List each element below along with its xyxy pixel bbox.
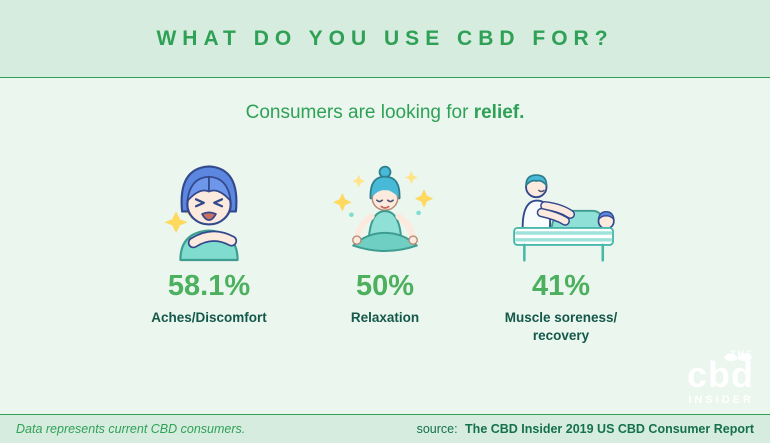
aches-person-icon: [121, 150, 297, 262]
mustache-icon: [724, 353, 752, 362]
stat-label: Muscle soreness/ recovery: [504, 310, 618, 344]
logo-insider: INSIDER: [688, 394, 754, 406]
footer-source: source: The CBD Insider 2019 US CBD Cons…: [417, 422, 754, 436]
stat-aches: 58.1% Aches/Discomfort: [121, 150, 297, 345]
source-text: The CBD Insider 2019 US CBD Consumer Rep…: [465, 422, 754, 436]
logo-cbd: cbd: [687, 353, 754, 393]
massage-table-icon: [473, 150, 649, 262]
stat-label: Relaxation: [350, 310, 420, 325]
stat-muscle-recovery: 41% Muscle soreness/ recovery: [473, 150, 649, 345]
cbd-insider-logo: THE cbd INSIDER: [687, 349, 754, 406]
logo-the: THE: [730, 349, 754, 360]
stat-value: 58.1%: [167, 270, 251, 302]
page-title: WHAT DO YOU USE CBD FOR?: [156, 26, 614, 50]
footer: Data represents current CBD consumers. s…: [0, 414, 770, 443]
meditation-person-icon: [297, 150, 473, 262]
header: WHAT DO YOU USE CBD FOR?: [0, 0, 770, 78]
stat-relaxation: 50% Relaxation: [297, 150, 473, 345]
main-content: Consumers are looking for relief.: [0, 78, 770, 414]
subtitle-highlight: relief.: [473, 102, 525, 123]
stat-value: 50%: [355, 270, 415, 302]
stats-row: 58.1% Aches/Discomfort: [0, 150, 770, 345]
stat-value: 41%: [531, 270, 591, 302]
footer-note: Data represents current CBD consumers.: [16, 422, 246, 436]
source-label: source:: [416, 422, 458, 436]
subtitle: Consumers are looking for relief.: [0, 102, 770, 124]
subtitle-text: Consumers are looking for: [245, 102, 469, 123]
stat-label: Aches/Discomfort: [151, 310, 267, 325]
